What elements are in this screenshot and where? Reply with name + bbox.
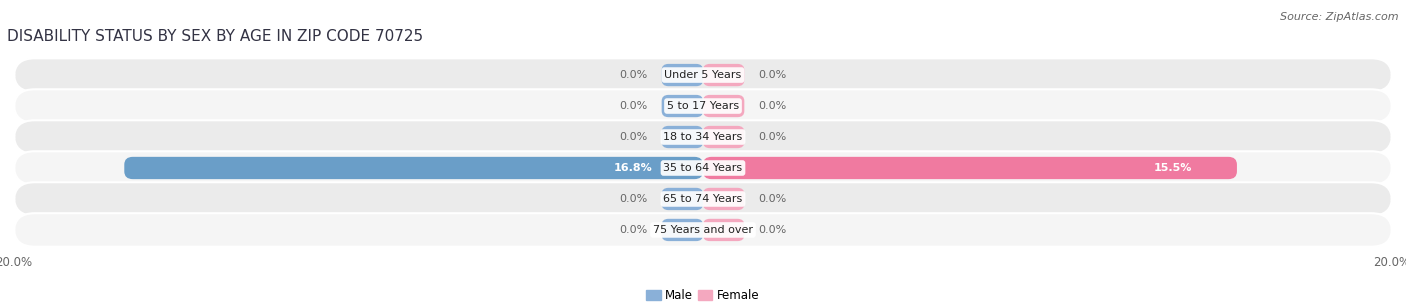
Text: 0.0%: 0.0%: [758, 70, 786, 80]
Text: 16.8%: 16.8%: [614, 163, 652, 173]
Text: Under 5 Years: Under 5 Years: [665, 70, 741, 80]
Text: 5 to 17 Years: 5 to 17 Years: [666, 101, 740, 111]
FancyBboxPatch shape: [14, 182, 1392, 216]
FancyBboxPatch shape: [14, 151, 1392, 185]
Text: 0.0%: 0.0%: [620, 101, 648, 111]
Legend: Male, Female: Male, Female: [641, 284, 765, 305]
Text: 18 to 34 Years: 18 to 34 Years: [664, 132, 742, 142]
Text: 0.0%: 0.0%: [620, 194, 648, 204]
FancyBboxPatch shape: [124, 157, 703, 179]
Text: 0.0%: 0.0%: [758, 225, 786, 235]
FancyBboxPatch shape: [662, 188, 703, 210]
Text: 75 Years and over: 75 Years and over: [652, 225, 754, 235]
Text: 0.0%: 0.0%: [758, 132, 786, 142]
Text: 0.0%: 0.0%: [620, 225, 648, 235]
FancyBboxPatch shape: [703, 157, 1237, 179]
FancyBboxPatch shape: [662, 95, 703, 117]
Text: 0.0%: 0.0%: [620, 70, 648, 80]
FancyBboxPatch shape: [14, 58, 1392, 92]
Text: DISABILITY STATUS BY SEX BY AGE IN ZIP CODE 70725: DISABILITY STATUS BY SEX BY AGE IN ZIP C…: [7, 29, 423, 44]
FancyBboxPatch shape: [703, 188, 744, 210]
FancyBboxPatch shape: [14, 213, 1392, 247]
FancyBboxPatch shape: [14, 89, 1392, 123]
FancyBboxPatch shape: [703, 64, 744, 86]
Text: 0.0%: 0.0%: [758, 101, 786, 111]
Text: Source: ZipAtlas.com: Source: ZipAtlas.com: [1281, 12, 1399, 22]
FancyBboxPatch shape: [703, 126, 744, 148]
FancyBboxPatch shape: [14, 120, 1392, 154]
FancyBboxPatch shape: [703, 95, 744, 117]
FancyBboxPatch shape: [662, 126, 703, 148]
FancyBboxPatch shape: [703, 219, 744, 241]
Text: 0.0%: 0.0%: [620, 132, 648, 142]
FancyBboxPatch shape: [662, 64, 703, 86]
Text: 35 to 64 Years: 35 to 64 Years: [664, 163, 742, 173]
FancyBboxPatch shape: [662, 219, 703, 241]
Text: 65 to 74 Years: 65 to 74 Years: [664, 194, 742, 204]
Text: 15.5%: 15.5%: [1154, 163, 1192, 173]
Text: 0.0%: 0.0%: [758, 194, 786, 204]
